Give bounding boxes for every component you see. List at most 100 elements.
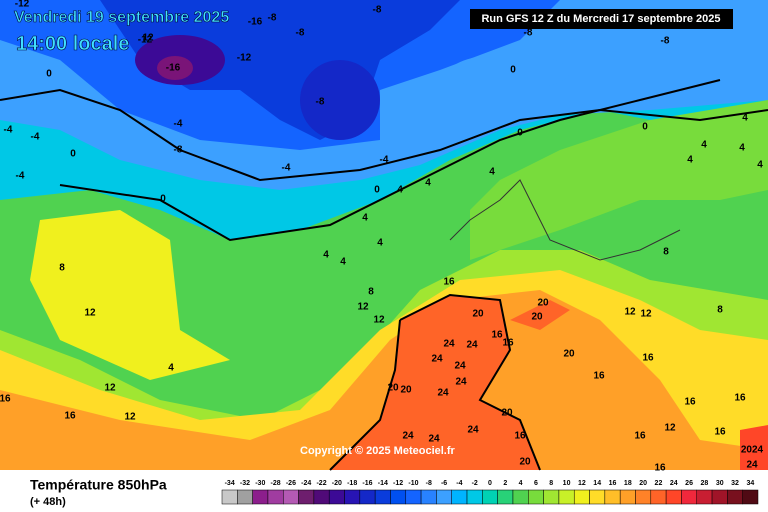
contour-label: 24 <box>746 460 758 471</box>
map-time: 14:00 locale <box>16 33 129 55</box>
contour-label: 24 <box>428 434 440 445</box>
scale-swatch <box>681 489 697 505</box>
contour-label: 16 <box>491 330 503 341</box>
contour-label: 4 <box>739 143 745 154</box>
contour-label: 12 <box>142 33 154 44</box>
contour-label: -4 <box>174 119 183 130</box>
scale-label: 14 <box>593 480 601 487</box>
scale-label: 34 <box>746 480 754 487</box>
contour-label: 12 <box>664 423 676 434</box>
contour-label: 8 <box>368 287 374 298</box>
contour-label: -4 <box>31 132 40 143</box>
contour-label: 0 <box>510 65 516 76</box>
contour-label: -4 <box>16 171 25 182</box>
region-hot <box>0 290 768 470</box>
contour-label: 24 <box>467 425 479 436</box>
contour-label: 20 <box>563 349 575 360</box>
contour-label: 16 <box>634 431 646 442</box>
region-mild <box>470 100 768 260</box>
contour-label: -8 <box>524 28 533 39</box>
contour-label: 4 <box>742 113 748 124</box>
scale-swatch <box>237 489 253 505</box>
contour-zero <box>0 88 768 182</box>
contour-label: 16 <box>654 463 666 474</box>
contour-label: 4 <box>340 257 346 268</box>
contour-label: 20 <box>400 385 412 396</box>
scale-label: -6 <box>441 480 447 487</box>
contour-label: 20 <box>387 383 399 394</box>
contour-label: 12 <box>624 307 636 318</box>
scale-label: -32 <box>240 480 250 487</box>
region-cold3 <box>100 0 460 140</box>
scale-swatch <box>374 489 391 505</box>
contour-label: 24 <box>454 361 466 372</box>
contour-label: -4 <box>4 125 13 136</box>
contour-label: 24 <box>431 354 443 365</box>
scale-swatch <box>650 489 667 505</box>
scale-label: -26 <box>286 480 296 487</box>
contour-label: 16 <box>593 371 605 382</box>
scale-swatch <box>436 489 452 505</box>
contour-label: -8 <box>373 5 382 16</box>
scale-swatch <box>283 489 299 505</box>
scale-label: -4 <box>456 480 462 487</box>
contour-label: 20 <box>537 298 549 309</box>
contour-label: 0 <box>46 69 52 80</box>
contour-label: 24 <box>437 388 449 399</box>
region-hotter <box>330 295 540 470</box>
contour-label: 12 <box>124 412 136 423</box>
cold-spot <box>450 54 570 90</box>
footer-title: Température 850hPa <box>30 477 167 493</box>
scale-swatch <box>267 489 284 505</box>
scale-swatch <box>573 489 590 505</box>
footer-subtitle: (+ 48h) <box>30 496 66 508</box>
contour-label: 4 <box>168 363 174 374</box>
contour-label: 0 <box>70 149 76 160</box>
scale-label: -34 <box>225 480 235 487</box>
contour-label: 0 <box>517 128 523 139</box>
scale-label: -2 <box>472 480 478 487</box>
contour-label: 16 <box>642 353 654 364</box>
scale-label: 32 <box>731 480 739 487</box>
contour-label: 4 <box>362 213 368 224</box>
scale-label: 26 <box>685 480 693 487</box>
run-label: Run GFS 12 Z du Mercredi 17 septembre 20… <box>481 13 720 25</box>
scale-label: 24 <box>670 480 678 487</box>
scale-label: 18 <box>624 480 632 487</box>
scale-label: -28 <box>271 480 281 487</box>
contour-label: 4 <box>687 155 693 166</box>
copyright: Copyright © 2025 Meteociel.fr <box>300 445 456 457</box>
scale-label: -22 <box>316 480 326 487</box>
scale-label: 28 <box>701 480 709 487</box>
scale-label: -30 <box>255 480 265 487</box>
contour-label: 8 <box>663 247 669 258</box>
scale-swatch <box>635 489 652 505</box>
scale-label: 22 <box>655 480 663 487</box>
scale-swatch <box>298 489 315 505</box>
borders <box>449 179 681 261</box>
contour-label: 12 <box>357 302 369 313</box>
contour-label: 4 <box>323 250 329 261</box>
scale-label: -20 <box>332 480 342 487</box>
contour-20 <box>329 293 541 471</box>
contour-label: 0 <box>374 185 380 196</box>
contour-label: 16 <box>443 277 455 288</box>
scale-swatch <box>558 489 575 505</box>
region-hot-east <box>740 425 768 470</box>
scale-label: 6 <box>534 480 538 487</box>
contour-label: 8 <box>717 305 723 316</box>
scale-label: -12 <box>393 480 403 487</box>
cold-core3 <box>157 56 193 80</box>
contour-label: 8 <box>59 263 65 274</box>
scale-swatch <box>665 489 682 505</box>
scale-swatch <box>405 489 422 505</box>
scale-swatch <box>742 489 759 505</box>
contour-label: 16 <box>714 427 726 438</box>
scale-label: 8 <box>549 480 553 487</box>
contour-label: 4 <box>425 178 431 189</box>
contour-label: 20 <box>501 408 513 419</box>
contour-label: -12 <box>15 0 30 10</box>
contour-label: -4 <box>380 155 389 166</box>
contour-label: 12 <box>640 309 652 320</box>
